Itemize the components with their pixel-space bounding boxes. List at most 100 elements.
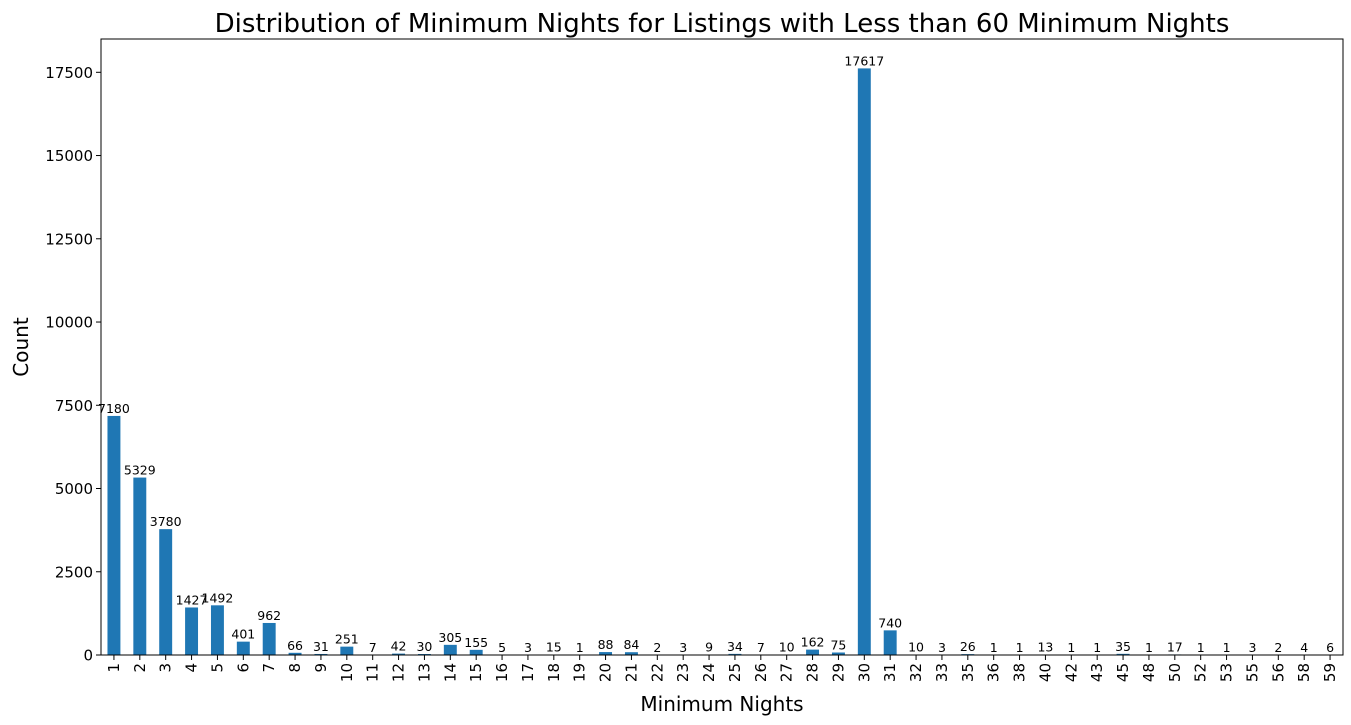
x-tick-label-56: 56 bbox=[1269, 663, 1287, 682]
x-tick-label-16: 16 bbox=[493, 663, 511, 682]
data-label-26: 7 bbox=[757, 640, 765, 655]
plot-frame bbox=[100, 38, 1344, 656]
x-tick-label-8: 8 bbox=[286, 663, 304, 673]
bar-29 bbox=[831, 652, 845, 655]
bar-4 bbox=[185, 607, 199, 655]
bar-1 bbox=[107, 415, 121, 655]
data-label-17: 3 bbox=[524, 640, 532, 655]
x-tick-label-38: 38 bbox=[1011, 663, 1029, 682]
bar-20 bbox=[599, 652, 613, 655]
x-tick-label-24: 24 bbox=[700, 663, 718, 682]
data-label-19: 1 bbox=[576, 640, 584, 655]
bar-5 bbox=[210, 605, 224, 655]
bar-15 bbox=[469, 649, 483, 655]
y-tick-label-12500: 12500 bbox=[45, 230, 93, 248]
x-tick-label-2: 2 bbox=[131, 663, 149, 673]
bar-31 bbox=[883, 630, 897, 655]
bar-30 bbox=[857, 68, 871, 655]
x-tick-label-29: 29 bbox=[829, 663, 847, 682]
data-label-14: 305 bbox=[438, 630, 462, 645]
x-axis-label: Minimum Nights bbox=[640, 692, 803, 716]
data-label-6: 401 bbox=[231, 627, 255, 642]
bar-12 bbox=[392, 653, 406, 655]
x-tick-label-22: 22 bbox=[648, 663, 666, 682]
x-tick-label-30: 30 bbox=[855, 663, 873, 682]
data-label-7: 962 bbox=[257, 608, 281, 623]
x-tick-label-5: 5 bbox=[208, 663, 226, 673]
data-label-56: 2 bbox=[1274, 640, 1282, 655]
bar-28 bbox=[806, 649, 820, 655]
data-label-8: 66 bbox=[287, 638, 303, 653]
bar-2 bbox=[133, 477, 147, 655]
data-label-40: 13 bbox=[1037, 640, 1053, 655]
x-tick-label-1: 1 bbox=[105, 663, 123, 673]
x-tick-label-43: 43 bbox=[1088, 663, 1106, 682]
data-label-58: 4 bbox=[1300, 640, 1308, 655]
bar-9 bbox=[314, 653, 328, 655]
data-label-9: 31 bbox=[313, 639, 329, 654]
data-label-55: 3 bbox=[1248, 640, 1256, 655]
x-tick-label-9: 9 bbox=[312, 663, 330, 673]
x-tick-label-18: 18 bbox=[545, 663, 563, 682]
x-tick-label-15: 15 bbox=[467, 663, 485, 682]
x-tick-label-11: 11 bbox=[364, 663, 382, 682]
data-label-48: 1 bbox=[1145, 640, 1153, 655]
bar-8 bbox=[288, 652, 302, 655]
data-label-38: 1 bbox=[1016, 640, 1024, 655]
bar-7 bbox=[262, 622, 276, 655]
x-tick-label-33: 33 bbox=[933, 663, 951, 682]
x-tick-label-13: 13 bbox=[415, 663, 433, 682]
data-label-35: 26 bbox=[960, 639, 976, 654]
bar-10 bbox=[340, 646, 354, 655]
x-tick-label-55: 55 bbox=[1243, 663, 1261, 682]
data-label-42: 1 bbox=[1067, 640, 1075, 655]
x-tick-label-14: 14 bbox=[441, 663, 459, 682]
bar-3 bbox=[159, 529, 173, 655]
x-tick-label-20: 20 bbox=[597, 663, 615, 682]
data-label-36: 1 bbox=[990, 640, 998, 655]
x-tick-label-58: 58 bbox=[1295, 663, 1313, 682]
data-label-11: 7 bbox=[369, 640, 377, 655]
y-axis-label: Count bbox=[9, 317, 33, 377]
data-label-15: 155 bbox=[464, 635, 488, 650]
data-label-30: 17617 bbox=[844, 53, 884, 68]
data-label-43: 1 bbox=[1093, 640, 1101, 655]
data-label-24: 9 bbox=[705, 640, 713, 655]
data-label-50: 17 bbox=[1167, 639, 1183, 654]
bars-layer bbox=[107, 68, 1337, 655]
data-label-45: 35 bbox=[1115, 639, 1131, 654]
x-tick-label-17: 17 bbox=[519, 663, 537, 682]
x-tick-label-53: 53 bbox=[1218, 663, 1236, 682]
x-tick-label-6: 6 bbox=[234, 663, 252, 673]
x-tick-label-31: 31 bbox=[881, 663, 899, 682]
bar-14 bbox=[443, 644, 457, 655]
data-label-16: 5 bbox=[498, 640, 506, 655]
data-label-23: 3 bbox=[679, 640, 687, 655]
data-label-2: 5329 bbox=[124, 463, 156, 478]
y-tick-label-15000: 15000 bbox=[45, 147, 93, 165]
x-tick-label-25: 25 bbox=[726, 663, 744, 682]
data-label-21: 84 bbox=[623, 637, 639, 652]
x-tick-label-21: 21 bbox=[622, 663, 640, 682]
x-tick-label-40: 40 bbox=[1036, 663, 1054, 682]
x-tick-label-12: 12 bbox=[390, 663, 408, 682]
x-tick-label-28: 28 bbox=[804, 663, 822, 682]
x-tick-label-27: 27 bbox=[778, 663, 796, 682]
data-label-18: 15 bbox=[546, 640, 562, 655]
data-label-20: 88 bbox=[598, 637, 614, 652]
data-label-10: 251 bbox=[335, 632, 359, 647]
chart-title: Distribution of Minimum Nights for Listi… bbox=[215, 9, 1230, 39]
data-label-12: 42 bbox=[391, 639, 407, 654]
x-axis: 1 2 3 4 5 6 7 8 9 10 11 12 13 14 15 16 17 18 19 20 21 22 23 24 2… bbox=[105, 655, 1339, 682]
x-tick-label-7: 7 bbox=[260, 663, 278, 673]
y-tick-label-0: 0 bbox=[83, 647, 93, 665]
x-tick-label-19: 19 bbox=[571, 663, 589, 682]
x-tick-label-23: 23 bbox=[674, 663, 692, 682]
x-tick-label-48: 48 bbox=[1140, 663, 1158, 682]
data-label-25: 34 bbox=[727, 639, 743, 654]
data-label-28: 162 bbox=[801, 635, 825, 650]
data-label-3: 3780 bbox=[150, 514, 182, 529]
data-label-4: 1427 bbox=[176, 592, 208, 607]
x-tick-label-10: 10 bbox=[338, 663, 356, 682]
